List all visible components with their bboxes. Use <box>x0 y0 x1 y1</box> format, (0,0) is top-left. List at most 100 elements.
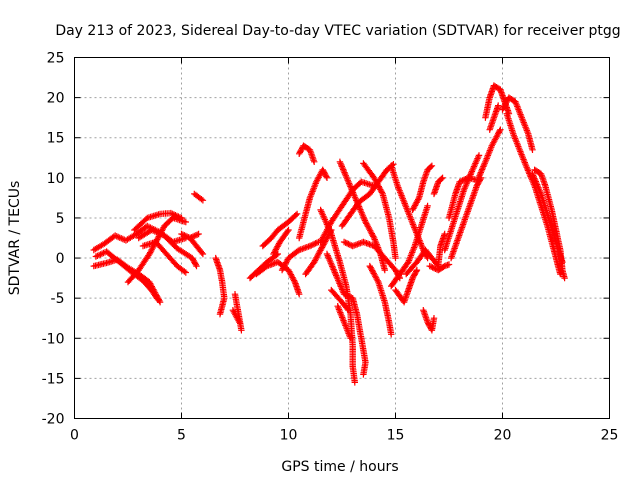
data-track <box>139 238 189 276</box>
x-tick-label: 25 <box>601 428 619 444</box>
data-track <box>296 166 331 242</box>
x-tick-label: 10 <box>280 428 298 444</box>
y-tick-label: -10 <box>42 331 65 347</box>
plus-markers <box>409 162 436 214</box>
plus-markers <box>441 152 483 254</box>
plus-markers <box>531 166 568 282</box>
data-track <box>278 238 322 274</box>
plus-markers <box>124 214 189 286</box>
plus-markers <box>435 230 448 268</box>
data-track <box>124 214 189 286</box>
y-tick-label: 15 <box>47 131 65 147</box>
data-track <box>317 178 378 246</box>
data-points <box>90 82 568 386</box>
data-track <box>420 307 438 334</box>
data-track <box>131 209 185 234</box>
y-tick-label: 10 <box>47 171 65 187</box>
y-axis-label: SDTVAR / TECUs <box>7 181 23 296</box>
plus-markers <box>186 234 207 258</box>
data-track <box>441 152 483 254</box>
data-track <box>92 248 162 303</box>
plus-markers <box>360 160 399 262</box>
plus-markers <box>340 238 403 282</box>
data-track <box>317 206 358 386</box>
plus-markers <box>317 178 378 246</box>
plus-markers <box>131 209 185 234</box>
plus-markers <box>336 158 388 274</box>
plus-markers <box>212 254 228 318</box>
x-tick-label: 5 <box>177 428 186 444</box>
data-track <box>426 261 453 274</box>
plus-markers <box>191 190 207 204</box>
data-track <box>499 94 536 153</box>
y-tick-label: 5 <box>56 211 65 227</box>
plus-markers <box>270 226 292 258</box>
plus-markers <box>317 206 358 386</box>
plus-markers <box>296 166 331 242</box>
data-track <box>191 190 207 204</box>
plus-markers <box>447 174 485 262</box>
plot-frame <box>74 57 610 419</box>
plus-markers <box>278 238 322 274</box>
data-track <box>360 160 399 262</box>
grid <box>74 57 610 419</box>
data-track <box>253 258 303 298</box>
data-track <box>430 174 446 198</box>
data-track <box>403 246 442 278</box>
data-track <box>270 226 292 258</box>
plus-markers <box>473 126 504 185</box>
plus-markers <box>503 110 564 278</box>
data-track <box>445 174 478 222</box>
plus-markers <box>92 248 162 303</box>
chart-title: Day 213 of 2023, Sidereal Day-to-day VTE… <box>55 23 620 39</box>
plus-markers <box>403 246 442 278</box>
data-track <box>486 102 502 133</box>
data-track <box>328 286 352 314</box>
data-track <box>447 174 485 262</box>
axis-ticks: 0 5 10 15 20 25 -20 -15 -10 -5 0 5 10 15 20 25 <box>42 51 619 444</box>
data-track <box>336 158 388 274</box>
plus-markers <box>392 266 421 306</box>
data-track <box>323 250 369 378</box>
data-track <box>186 234 207 258</box>
data-track <box>340 238 403 282</box>
data-track <box>473 126 504 185</box>
plus-markers <box>135 226 200 270</box>
plus-markers <box>296 142 318 165</box>
y-tick-label: -5 <box>51 291 65 307</box>
x-axis-label: GPS time / hours <box>281 459 398 475</box>
plus-markers <box>323 250 369 378</box>
x-tick-label: 20 <box>494 428 512 444</box>
plus-markers <box>420 307 438 334</box>
y-tick-label: -20 <box>42 412 65 428</box>
data-track <box>366 262 395 338</box>
plus-markers <box>430 174 446 198</box>
data-track <box>212 254 228 318</box>
plus-markers <box>259 210 301 250</box>
plus-markers <box>139 238 189 276</box>
plus-markers <box>486 102 502 133</box>
plus-markers <box>328 286 352 314</box>
data-track <box>392 266 421 306</box>
data-track <box>229 307 243 326</box>
plus-markers <box>229 307 243 326</box>
data-track <box>531 166 568 282</box>
data-track <box>435 230 448 268</box>
plus-markers <box>253 258 303 298</box>
plus-markers <box>445 174 478 222</box>
y-tick-label: 20 <box>47 91 65 107</box>
data-track <box>334 303 354 342</box>
x-tick-label: 15 <box>387 428 405 444</box>
data-track <box>296 142 318 165</box>
plus-markers <box>366 262 395 338</box>
y-tick-label: 0 <box>56 251 65 267</box>
plus-markers <box>334 303 354 342</box>
x-tick-label: 0 <box>70 428 79 444</box>
plus-markers <box>499 94 536 153</box>
y-tick-label: -15 <box>42 371 65 387</box>
data-track <box>409 162 436 214</box>
data-track <box>503 110 564 278</box>
data-track <box>259 210 301 250</box>
plus-markers <box>426 261 453 274</box>
